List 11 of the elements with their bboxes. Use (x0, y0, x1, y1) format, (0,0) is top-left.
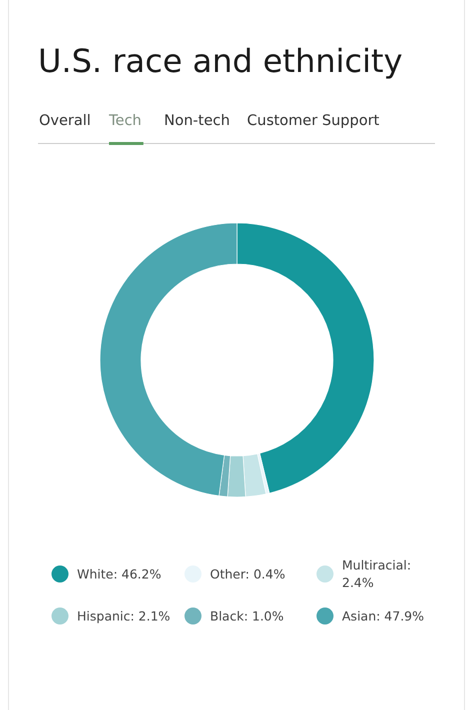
text: Customer Support (247, 113, 380, 129)
legend-label: Asian: 47.9% (342, 608, 424, 624)
text: Non-tech (164, 113, 230, 129)
text: Tech (108, 113, 142, 129)
legend-label: Other: 0.4% (210, 566, 286, 582)
text: Overall (39, 113, 91, 129)
legend-label: Hispanic: 2.1% (77, 608, 170, 624)
chart-title: U.S. race and ethnicity (38, 42, 402, 80)
legend-label: Multiracial: 2.4% (342, 557, 412, 590)
legend-label: White: 46.2% (77, 566, 162, 582)
legend-label: Black: 1.0% (210, 608, 284, 624)
